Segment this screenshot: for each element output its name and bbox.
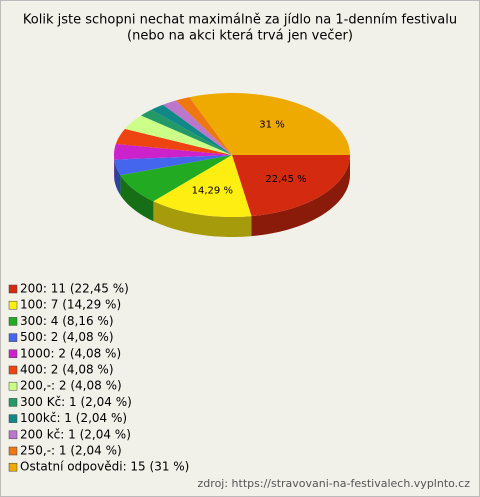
slice (189, 93, 350, 155)
slice-side (153, 201, 252, 237)
source: zdroj: https://stravovani-na-festivalech… (198, 477, 471, 490)
data-label: 14,29 % (192, 186, 233, 197)
slice-side (120, 175, 154, 222)
legend-swatch (8, 284, 18, 294)
legend-label: 250,-: 1 (2,04 %) (20, 444, 122, 458)
legend-swatch (8, 430, 18, 440)
slice-side (251, 155, 350, 237)
legend-label: 500: 2 (4,08 %) (20, 330, 114, 344)
legend-label: 400: 2 (4,08 %) (20, 363, 114, 377)
slice (114, 155, 232, 176)
legend-swatch (8, 462, 18, 472)
legend-swatch (8, 317, 18, 326)
slice (153, 155, 252, 217)
slice (175, 97, 232, 155)
legend-label: 200,-: 2 (4,08 %) (20, 379, 122, 393)
slice (141, 109, 232, 155)
legend-label: 200: 11 (22,45 %) (20, 282, 129, 296)
legend-swatch (8, 365, 18, 375)
slice (120, 155, 232, 202)
slice (162, 100, 232, 155)
slice (124, 115, 232, 155)
legend-label: 1000: 2 (4,08 %) (20, 346, 121, 360)
slice (151, 104, 232, 155)
legend-swatch (8, 414, 18, 423)
slice (114, 143, 232, 160)
legend-label: 300 Kč: 1 (2,04 %) (20, 395, 132, 409)
data-label: 31 % (259, 119, 284, 130)
legend-swatch (8, 446, 18, 456)
slice (115, 128, 232, 155)
chart-subtitle: (nebo na akci která trvá jen večer) (127, 29, 353, 44)
legend-swatch (8, 381, 18, 391)
legend-label: 100: 7 (14,29 %) (20, 298, 121, 312)
chart-title: Kolik jste schopni nechat maximálně za j… (23, 13, 457, 28)
legend-label: Ostatní odpovědi: 15 (31 %) (20, 460, 189, 474)
data-label: 22,45 % (265, 174, 306, 185)
legend-swatch (8, 349, 18, 359)
legend-label: 300: 4 (8,16 %) (20, 314, 114, 328)
legend-label: 100kč: 1 (2,04 %) (20, 411, 127, 425)
legend-swatch (8, 333, 18, 342)
slice-side (114, 159, 121, 196)
slice (232, 155, 350, 217)
legend-swatch (8, 300, 18, 310)
legend-label: 200 kč: 1 (2,04 %) (20, 427, 131, 441)
legend-swatch (8, 398, 18, 407)
